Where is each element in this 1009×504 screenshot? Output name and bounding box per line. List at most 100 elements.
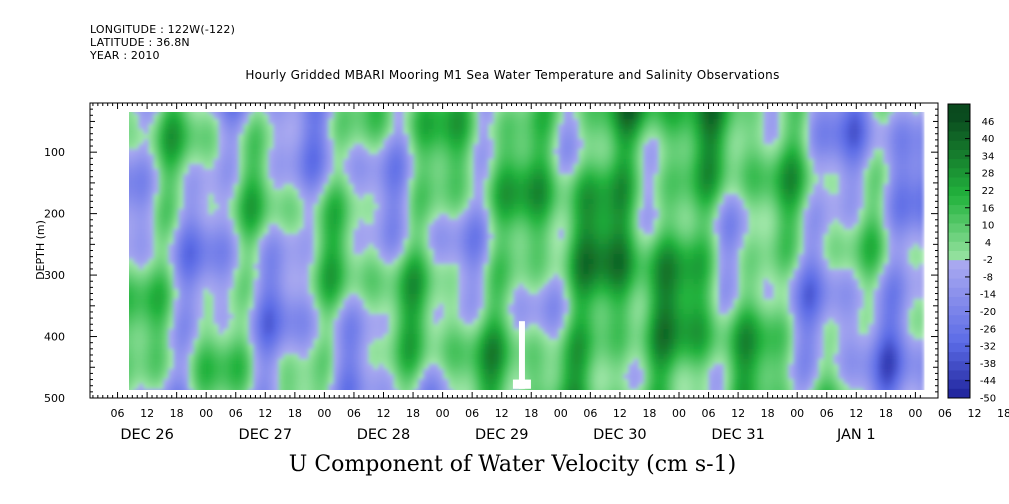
colorbar-band [948, 333, 970, 344]
colorbar-legend: 46 40 34 28 22 16 10 4 -2 -8 -14 -20 -26 -32 -38 -44 -50 [947, 103, 996, 405]
heatmap-field [129, 112, 925, 390]
colorbar-label: -38 [980, 359, 996, 370]
colorbar-band [948, 214, 970, 224]
x-tick-label: 06 [938, 407, 952, 420]
x-day-label: JAN 1 [836, 427, 876, 443]
colorbar-band [948, 361, 970, 371]
colorbar-label: 10 [982, 221, 995, 232]
metadata-block: LONGITUDE : 122W(-122) LATITUDE : 36.8N … [90, 23, 235, 62]
x-day-label: DEC 28 [357, 427, 411, 443]
colorbar-band [948, 195, 970, 206]
colorbar-label: -8 [983, 272, 993, 283]
x-tick-label: 00 [908, 407, 922, 420]
colorbar-band [948, 168, 970, 178]
colorbar-band [948, 315, 970, 325]
x-day-label: DEC 26 [120, 427, 174, 443]
x-tick-label: 18 [997, 407, 1009, 420]
colorbar-label: -26 [980, 324, 996, 335]
x-tick-label: 18 [524, 407, 538, 420]
colorbar-band [948, 177, 970, 188]
x-tick-label: 00 [672, 407, 686, 420]
colorbar-band [948, 324, 970, 335]
colorbar-band [948, 342, 970, 353]
colorbar-band [948, 131, 970, 142]
colorbar-band [948, 122, 970, 132]
x-day-label: DEC 27 [239, 427, 293, 443]
colorbar-band [948, 260, 970, 270]
colorbar-label: 34 [982, 151, 995, 162]
year-label: YEAR : 2010 [90, 49, 160, 62]
x-tick-label: 00 [317, 407, 331, 420]
x-tick-label: 00 [554, 407, 568, 420]
x-tick-label: 12 [258, 407, 272, 420]
latitude-label: LATITUDE : 36.8N [90, 36, 190, 49]
x-tick-label: 06 [465, 407, 479, 420]
colorbar-band [948, 159, 970, 169]
x-tick-label: 12 [495, 407, 509, 420]
x-tick-label: 12 [613, 407, 627, 420]
x-tick-label: 00 [199, 407, 213, 420]
colorbar-label: -32 [980, 342, 996, 353]
x-tick-label: 12 [968, 407, 982, 420]
x-day-label: DEC 30 [593, 427, 647, 443]
x-tick-label: 06 [583, 407, 597, 420]
y-tick-label: 400 [44, 331, 65, 344]
colorbar-band [948, 251, 970, 261]
colorbar-label: -14 [980, 290, 996, 301]
colorbar-label: 22 [982, 186, 995, 197]
x-tick-label: 00 [436, 407, 450, 420]
colorbar-label: -20 [980, 307, 996, 318]
colorbar-label: -50 [980, 394, 996, 405]
colorbar-band [948, 186, 970, 197]
colorbar-band [948, 388, 970, 399]
y-tick-label: 500 [44, 392, 65, 405]
colorbar-label: 16 [982, 203, 995, 214]
colorbar-band [948, 205, 970, 215]
x-tick-label: 06 [820, 407, 834, 420]
data-gap [512, 321, 531, 389]
x-tick-label: 06 [702, 407, 716, 420]
colorbar-label: 4 [985, 238, 991, 249]
colorbar-label: 28 [982, 169, 995, 180]
colorbar-band [948, 241, 970, 252]
y-tick-label: 300 [44, 269, 65, 282]
x-tick-label: 18 [288, 407, 302, 420]
x-tick-label: 18 [170, 407, 184, 420]
colorbar-band [948, 104, 970, 114]
x-day-label: DEC 29 [475, 427, 529, 443]
colorbar-label: 40 [982, 134, 995, 145]
x-tick-label: 18 [761, 407, 775, 420]
colorbar-band [948, 296, 970, 307]
x-tick-label: 18 [406, 407, 420, 420]
x-tick-label: 06 [347, 407, 361, 420]
x-tick-label: 00 [790, 407, 804, 420]
colorbar-label: 46 [982, 117, 995, 128]
x-tick-label: 12 [849, 407, 863, 420]
colorbar-band [948, 269, 970, 279]
x-tick-label: 12 [731, 407, 745, 420]
x-axis: 06 12 18 00 06 12 18 00 06 12 18 00 06 12 18 00 06 12 18 00… [92, 103, 1009, 443]
x-tick-label: 12 [140, 407, 154, 420]
y-tick-label: 100 [44, 146, 65, 159]
x-tick-label: 18 [642, 407, 656, 420]
colorbar-band [948, 278, 970, 289]
colorbar-band [948, 352, 970, 362]
colorbar-band [948, 232, 970, 243]
x-tick-label: 18 [879, 407, 893, 420]
y-axis-label: DEPTH (m) [34, 220, 47, 280]
colorbar-label: -44 [980, 376, 996, 387]
colorbar-label: -2 [983, 255, 993, 266]
chart-title: Hourly Gridded MBARI Mooring M1 Sea Wate… [245, 68, 780, 82]
colorbar-band [948, 379, 970, 390]
colorbar-band [948, 287, 970, 298]
colorbar-band [948, 370, 970, 381]
y-axis: 100 200 300 400 500 [44, 108, 938, 405]
x-tick-label: 12 [377, 407, 391, 420]
x-tick-label: 06 [229, 407, 243, 420]
colorbar-band [948, 223, 970, 234]
colorbar-band [948, 140, 970, 151]
y-tick-label: 200 [44, 208, 65, 221]
longitude-label: LONGITUDE : 122W(-122) [90, 23, 236, 36]
x-axis-label: U Component of Water Velocity (cm s-1) [288, 452, 737, 477]
